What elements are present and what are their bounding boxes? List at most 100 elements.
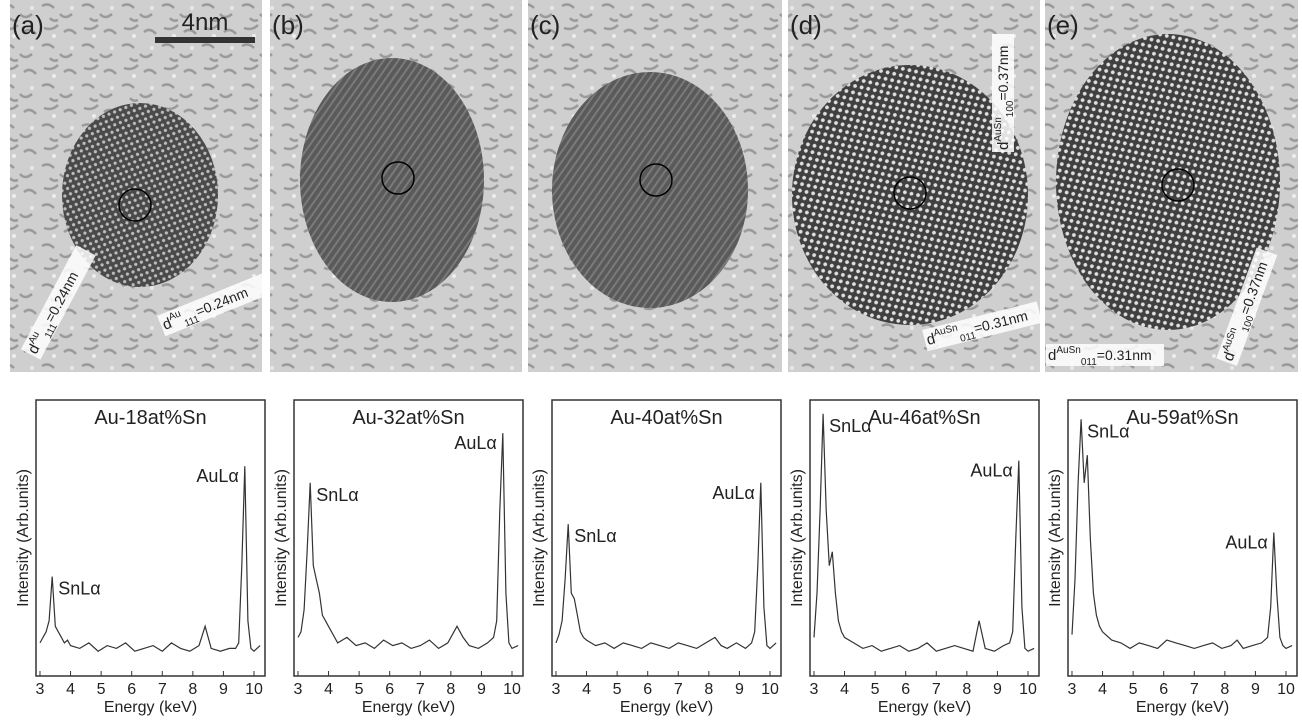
x-tick-label: 10 [1277,681,1295,698]
x-axis-label: Energy (keV) [620,699,713,716]
spectrum-line [813,413,1035,652]
spacing-label-bg [922,301,1043,352]
particle [62,103,218,287]
spectrum-chart: Au-18at%Sn 3 4 5 6 7 8 9 10 Energy (keV) Intensity… [15,399,266,716]
panel-label: (b) [272,10,304,40]
x-tick-label: 3 [294,681,303,698]
x-tick-label: 7 [1190,681,1199,698]
x-tick-label: 3 [36,681,45,698]
peak-label: AuLα [970,461,1012,481]
spacing-label-bg [20,245,96,360]
x-tick-label: 5 [613,681,622,698]
particle [552,72,748,308]
y-axis-label: Intensity (Arb.units) [15,469,32,607]
spacing-symbol: d [925,330,937,349]
spectrum-chart: Au-46at%Sn 3 4 5 6 7 8 9 10 Energy (keV) Intensity… [789,399,1040,716]
x-tick-label: 7 [674,681,683,698]
x-tick-label: 8 [1220,681,1229,698]
panel-label: (c) [530,10,560,40]
x-tick-label: 9 [1251,681,1260,698]
x-tick-label: 9 [219,681,228,698]
y-axis-label: Intensity (Arb.units) [1047,469,1064,607]
tem-panel: (b) [270,0,522,372]
x-tick-label: 9 [735,681,744,698]
panel-label: (d) [790,10,822,40]
spacing-sup: Au [167,308,182,323]
peak-label: AuLα [712,483,754,503]
spectrum-line [39,466,261,653]
x-tick-label: 10 [245,681,263,698]
x-tick-label: 7 [932,681,941,698]
x-tick-label: 4 [840,681,849,698]
x-axis-label: Energy (keV) [1136,699,1229,716]
x-tick-label: 8 [704,681,713,698]
x-tick-label: 10 [761,681,779,698]
x-tick-label: 4 [1098,681,1107,698]
x-axis-label: Energy (keV) [104,699,197,716]
spacing-symbol: d [995,142,1012,150]
peak-label: SnLα [1087,421,1129,441]
panel-label: (e) [1047,10,1079,40]
x-axis-label: Energy (keV) [362,699,455,716]
spacing-sub: 100 [1005,100,1016,117]
spectrum-line [555,482,777,650]
x-tick-label: 5 [1129,681,1138,698]
spectrum-line [297,433,519,650]
analysis-spot [1161,168,1195,202]
peak-label: SnLα [316,485,358,505]
spectrum-line [1071,419,1293,650]
x-tick-label: 4 [66,681,75,698]
plot-frame [1067,399,1298,677]
x-tick-label: 10 [1019,681,1037,698]
x-tick-label: 8 [188,681,197,698]
particle [300,58,484,302]
x-tick-label: 6 [1159,681,1168,698]
x-tick-label: 6 [901,681,910,698]
spectrum-chart: Au-32at%Sn 3 4 5 6 7 8 9 10 Energy (keV) Intensity… [273,399,524,716]
particle [792,65,1028,325]
spacing-sup: Au [27,330,42,346]
tem-panel: (c) [528,0,782,372]
spacing-label-bg [157,271,275,337]
x-tick-label: 8 [446,681,455,698]
x-tick-label: 3 [552,681,561,698]
chart-title: Au-59at%Sn [1126,407,1238,429]
x-tick-label: 5 [871,681,880,698]
spacing-value: =0.31nm [1097,347,1152,363]
y-axis-label: Intensity (Arb.units) [789,469,806,607]
plot-frame [35,399,266,677]
spectrum-chart: Au-40at%Sn 3 4 5 6 7 8 9 10 Energy (keV) Intensity… [531,399,782,716]
peak-label: AuLα [196,466,238,486]
y-axis-label: Intensity (Arb.units) [531,469,548,607]
peak-label: SnLα [574,526,616,546]
analysis-spot [639,163,673,197]
chart-title: Au-46at%Sn [868,407,980,429]
x-tick-label: 8 [962,681,971,698]
spacing-symbol: d [1048,347,1056,364]
plot-frame [809,399,1040,677]
x-axis-label: Energy (keV) [878,699,971,716]
analysis-spot [893,176,927,210]
spacing-value: =0.37nm [995,46,1011,101]
spacing-label: dAuSn011=0.31nm [1048,345,1152,368]
x-tick-label: 5 [355,681,364,698]
plot-frame [551,399,782,677]
scale-bar-label: 4nm [182,9,229,36]
x-tick-label: 3 [810,681,819,698]
chart-title: Au-32at%Sn [352,407,464,429]
plot-frame [293,399,524,677]
panel-label: (a) [12,10,44,40]
x-tick-label: 10 [503,681,521,698]
spectrum-chart: Au-59at%Sn 3 4 5 6 7 8 9 10 Energy (keV) Intensity… [1047,399,1298,716]
x-tick-label: 4 [582,681,591,698]
spacing-label-bg [1216,247,1278,366]
x-tick-label: 6 [385,681,394,698]
x-tick-label: 6 [643,681,652,698]
peak-label: SnLα [829,416,871,436]
chart-title: Au-18at%Sn [94,407,206,429]
spacing-sub: 111 [183,314,202,330]
analysis-spot [118,188,152,222]
